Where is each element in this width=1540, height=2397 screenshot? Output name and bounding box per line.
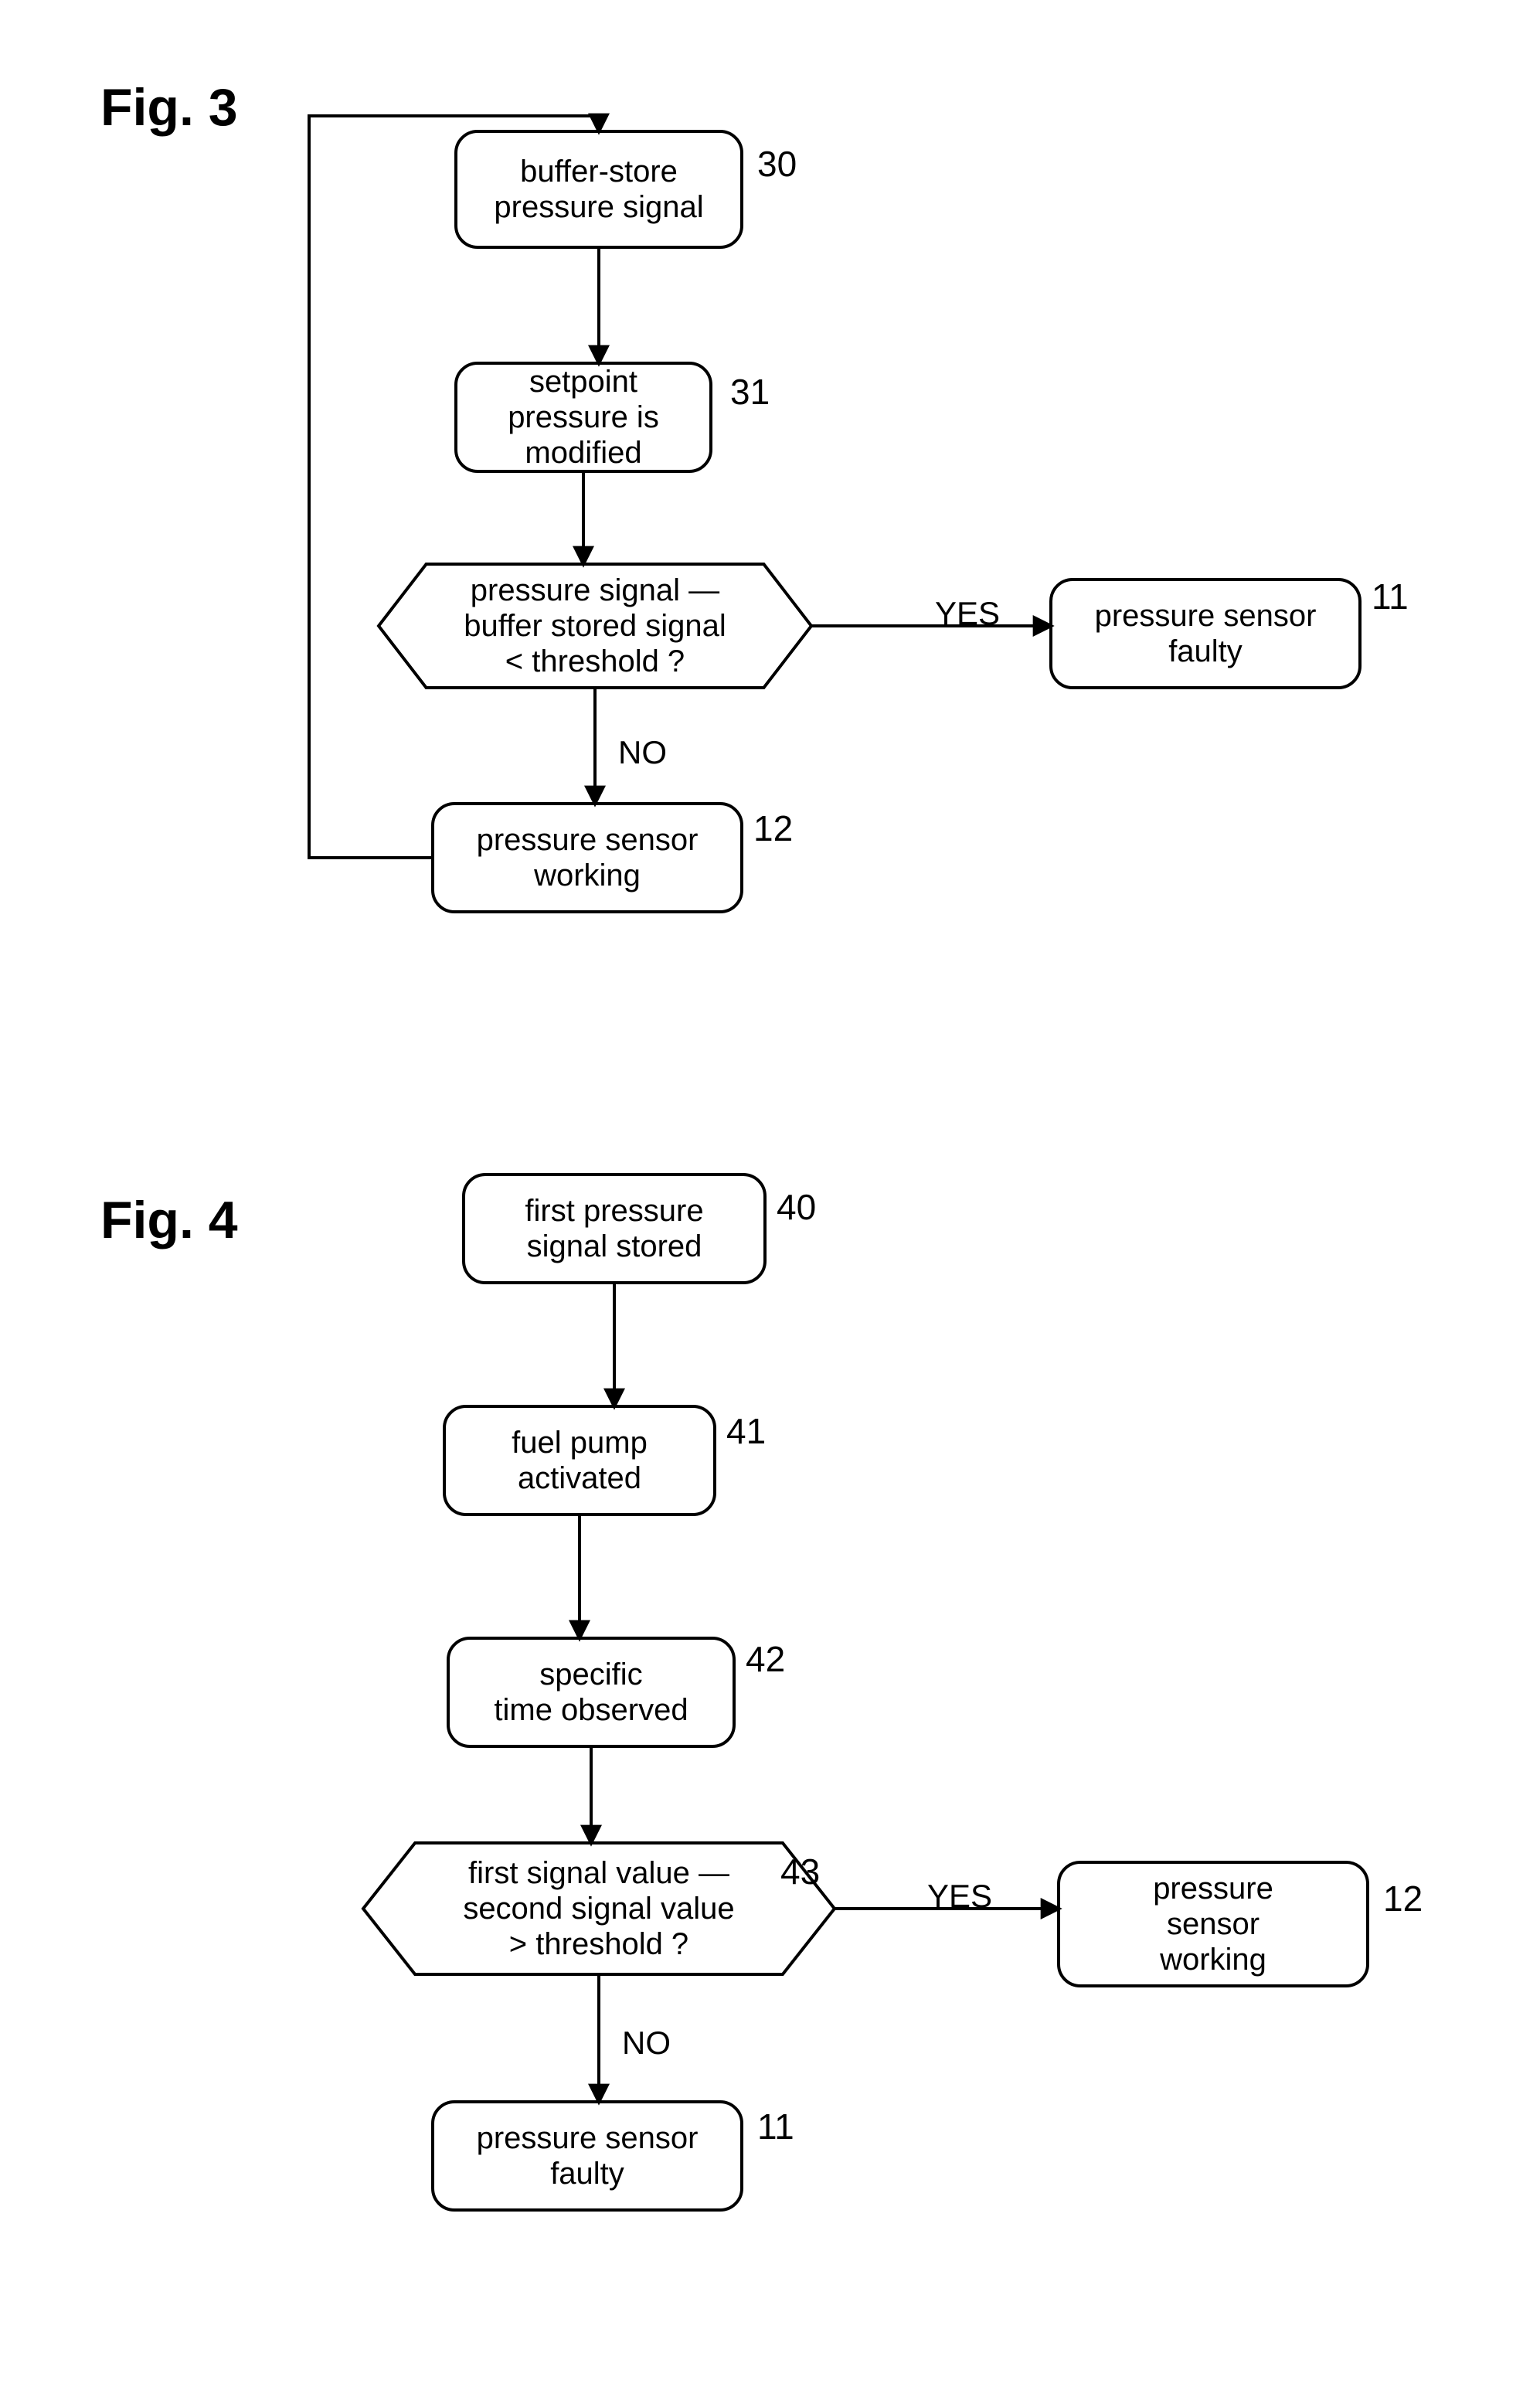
fig3-node-30-ref: 30 bbox=[757, 143, 797, 185]
fig4-edge-no-label: NO bbox=[622, 2025, 671, 2062]
fig4-node-40-ref: 40 bbox=[777, 1186, 816, 1228]
fig3-edge-no-label: NO bbox=[618, 734, 667, 771]
fig3-decision-text: pressure signal — buffer stored signal <… bbox=[379, 564, 811, 688]
fig4-node-yes-ref: 12 bbox=[1383, 1878, 1423, 1919]
fig4-node-no-text: pressure sensor faulty bbox=[433, 2102, 742, 2210]
fig3-edge-yes-label: YES bbox=[935, 595, 1000, 632]
fig3-node-30-text: buffer-store pressure signal bbox=[456, 131, 742, 247]
fig3-node-no-text: pressure sensor working bbox=[433, 804, 742, 912]
fig4-node-42-text: specific time observed bbox=[448, 1638, 734, 1746]
fig4-node-40-text: first pressure signal stored bbox=[464, 1175, 765, 1283]
fig4-node-no-ref: 11 bbox=[757, 2106, 794, 2147]
fig3-label: Fig. 3 bbox=[100, 77, 238, 138]
fig3-node-31-text: setpoint pressure is modified bbox=[456, 363, 711, 471]
fig3-node-31-ref: 31 bbox=[730, 371, 770, 413]
fig4-node-41-ref: 41 bbox=[726, 1410, 766, 1452]
fig4-decision-text: first signal value — second signal value… bbox=[363, 1843, 835, 1974]
fig4-node-41-text: fuel pump activated bbox=[444, 1406, 715, 1515]
fig3-node-yes-text: pressure sensor faulty bbox=[1051, 580, 1360, 688]
fig4-node-42-ref: 42 bbox=[746, 1638, 785, 1680]
fig4-edge-yes-label: YES bbox=[927, 1878, 992, 1915]
fig3-node-yes-ref: 11 bbox=[1372, 576, 1409, 617]
fig4-label: Fig. 4 bbox=[100, 1190, 238, 1250]
fig3-node-no-ref: 12 bbox=[753, 808, 793, 849]
fig4-decision-ref: 43 bbox=[780, 1851, 820, 1892]
fig4-node-yes-text: pressure sensor working bbox=[1059, 1862, 1368, 1986]
